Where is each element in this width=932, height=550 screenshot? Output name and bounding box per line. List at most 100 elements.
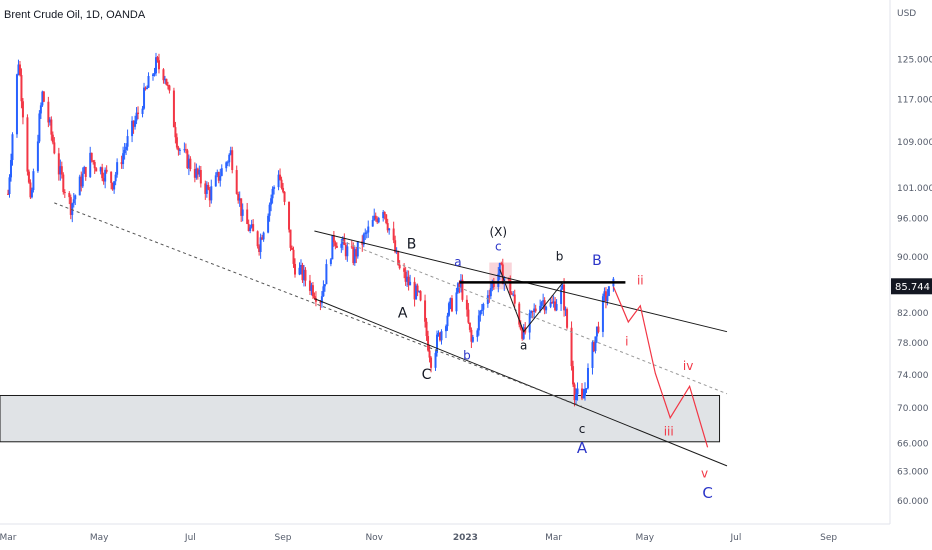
price-tick-label: 125.000 (897, 56, 932, 66)
candle-body (186, 150, 189, 169)
candle-body (325, 264, 328, 285)
candle-body (566, 309, 569, 328)
candle-body (449, 298, 452, 304)
candle-body (512, 294, 515, 296)
candle-body (522, 327, 525, 339)
candle-body (83, 166, 86, 174)
last-price-tag-bg (891, 278, 932, 295)
candle-body (376, 218, 379, 223)
candle-body (156, 57, 159, 61)
candle-body (11, 134, 14, 161)
candle-body (476, 330, 479, 338)
candle-body (301, 264, 304, 281)
time-tick-label: Mar (0, 533, 17, 543)
candle-body (500, 262, 503, 265)
candle-body (554, 301, 557, 311)
wave-label: b (556, 250, 564, 264)
price-tick-label: 109.000 (897, 138, 932, 148)
candle-body (394, 240, 397, 253)
candle-body (42, 91, 45, 102)
wave-label: B (407, 237, 417, 253)
highlight-zone-layer (0, 394, 721, 443)
candle-body (440, 331, 443, 341)
candle-body (18, 64, 21, 76)
candle-body (437, 332, 440, 335)
wave-label: i (625, 335, 628, 349)
wave-label: iii (664, 424, 674, 438)
candle-body (603, 291, 606, 297)
candle-body (585, 388, 588, 390)
candle-body (404, 271, 407, 282)
candle-body (592, 342, 595, 351)
candle-body (539, 305, 542, 312)
candle-body (302, 269, 305, 281)
candle-body (292, 249, 295, 264)
candle-body (187, 158, 190, 169)
candle-body (456, 283, 459, 293)
candle-body (444, 326, 447, 332)
candle-body (69, 197, 72, 215)
candle-body (256, 231, 259, 247)
candle-body (268, 204, 271, 216)
candle-body (425, 321, 428, 337)
candle-body (606, 295, 609, 302)
candle-body (39, 105, 42, 114)
candle-body (250, 224, 253, 228)
wave-label: a (520, 338, 527, 352)
candle-body (279, 174, 282, 180)
time-axis[interactable]: Mar May Jul Sep Nov 2023 Mar May Jul Sep (0, 533, 837, 543)
candle-body (352, 247, 355, 264)
candle-body (373, 215, 376, 221)
wave-label: a (454, 255, 461, 269)
candle-body (310, 285, 313, 291)
candle-body (178, 149, 181, 151)
candle-body (193, 168, 196, 178)
candle-body (477, 315, 480, 331)
candle-body (80, 176, 83, 187)
candle-body (175, 137, 178, 148)
candle-body (323, 284, 326, 287)
candle-body (355, 249, 358, 257)
price-tick-label: 63.000 (897, 468, 929, 478)
candle-body (367, 226, 370, 233)
candle-body (371, 220, 374, 227)
candle-body (551, 302, 554, 304)
candle-body (205, 184, 208, 194)
candle-body (93, 162, 96, 169)
candle-body (397, 251, 400, 265)
candle-body (331, 235, 334, 260)
wave-label: c (579, 422, 586, 436)
candle-body (283, 191, 286, 202)
price-tick-label: 60.000 (897, 497, 929, 507)
candle-body (521, 329, 524, 339)
candle-body (120, 162, 123, 165)
candle-body (528, 313, 531, 333)
trendline-outer-lower-dashed (54, 202, 583, 407)
candle-body (168, 85, 171, 91)
candle-body (534, 308, 537, 312)
wave-label: iv (683, 359, 693, 373)
candle-body (319, 301, 322, 304)
trendline-channel-lower (314, 298, 728, 467)
wave-label: A (577, 439, 588, 457)
wave-label: C (422, 367, 432, 383)
candle-body (146, 87, 149, 90)
price-axis[interactable]: 60.000 63.000 66.000 70.000 74.000 78.000 82.0… (897, 56, 932, 507)
candle-body (329, 259, 332, 265)
candle-body (59, 166, 62, 175)
candle-body (382, 212, 385, 219)
candle-body (552, 301, 555, 304)
candle-body (199, 169, 202, 184)
candle-body (334, 242, 337, 246)
candle-body (174, 127, 177, 138)
candle-body (153, 73, 156, 75)
candle-body (189, 158, 192, 169)
candle-body (143, 87, 146, 109)
candle-body (447, 303, 450, 316)
candle-body (595, 326, 598, 337)
candle-body (74, 195, 77, 200)
price-tick-label: 90.000 (897, 253, 929, 263)
candle-body (416, 285, 419, 292)
candle-body (540, 302, 543, 306)
